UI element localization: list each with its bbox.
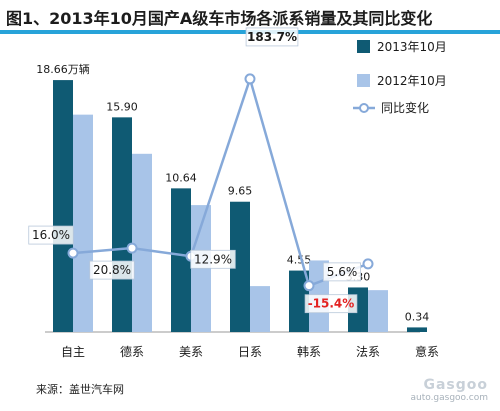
bar-value-label-7: 0.34 [405, 310, 430, 323]
bar-2012-2 [132, 153, 152, 332]
yoy-point-1 [67, 247, 79, 259]
bar-2013-2 [112, 117, 132, 332]
yoy-label-box-2 [89, 260, 135, 280]
yoy-point-2 [126, 242, 138, 254]
bar-2013-3 [171, 188, 191, 332]
bar-2013-1 [53, 80, 73, 332]
x-tick-label-6: 法系 [356, 345, 380, 359]
legend-swatch-2012 [357, 74, 370, 87]
bar-2012-4 [250, 286, 270, 332]
yoy-label-6: 5.6% [327, 265, 358, 279]
yoy-label-box-4 [245, 27, 299, 47]
legend-label-2013: 2013年10月 [377, 40, 447, 54]
yoy-label-4: 183.7% [247, 30, 297, 44]
legend-marker-yoy [359, 103, 369, 113]
bar-value-label-3: 10.64 [165, 171, 197, 184]
bar-2013-4 [230, 201, 250, 332]
x-tick-label-5: 韩系 [297, 344, 321, 359]
x-tick-label-2: 德系 [120, 344, 144, 359]
watermark-logo: Gasgoo [423, 377, 488, 393]
source-note: 来源：盖世汽车网 [36, 383, 124, 396]
yoy-label-box-3 [190, 249, 236, 269]
watermark-url: auto.gasgoo.com [410, 393, 488, 403]
yoy-label-box-1 [28, 225, 74, 245]
yoy-label-box-6 [322, 262, 361, 282]
x-tick-label-7: 意系 [415, 344, 439, 359]
watermark: Gasgoo auto.gasgoo.com [410, 377, 488, 403]
legend-label-yoy: 同比变化 [381, 100, 429, 115]
bar-2012-1 [73, 114, 93, 333]
yoy-label-1: 16.0% [32, 228, 70, 242]
x-tick-label-4: 日系 [238, 345, 262, 359]
yoy-point-6 [362, 258, 374, 270]
bar-value-label-2: 15.90 [106, 100, 138, 113]
x-tick-label-1: 自主 [61, 345, 85, 359]
yoy-point-4 [244, 73, 256, 85]
legend-swatch-2013 [357, 40, 370, 53]
legend-label-2012: 2012年10月 [377, 74, 447, 88]
chart-title: 图1、2013年10月国产A级车市场各派系销量及其同比变化 [6, 9, 433, 28]
yoy-label-3: 12.9% [194, 252, 232, 266]
yoy-point-5 [303, 280, 315, 292]
yoy-label-2: 20.8% [93, 263, 131, 277]
yoy-label-box-5 [304, 294, 358, 314]
yoy-label-5: -15.4% [308, 297, 355, 311]
bar-value-label-5: 4.55 [287, 254, 312, 267]
yoy-line [72, 77, 369, 287]
bar-2012-6 [368, 290, 388, 332]
x-tick-label-3: 美系 [179, 345, 203, 359]
bar-value-label-4: 9.65 [228, 185, 253, 198]
bar-value-label-1: 18.66万辆 [36, 62, 90, 76]
bar-2013-7 [407, 327, 427, 332]
